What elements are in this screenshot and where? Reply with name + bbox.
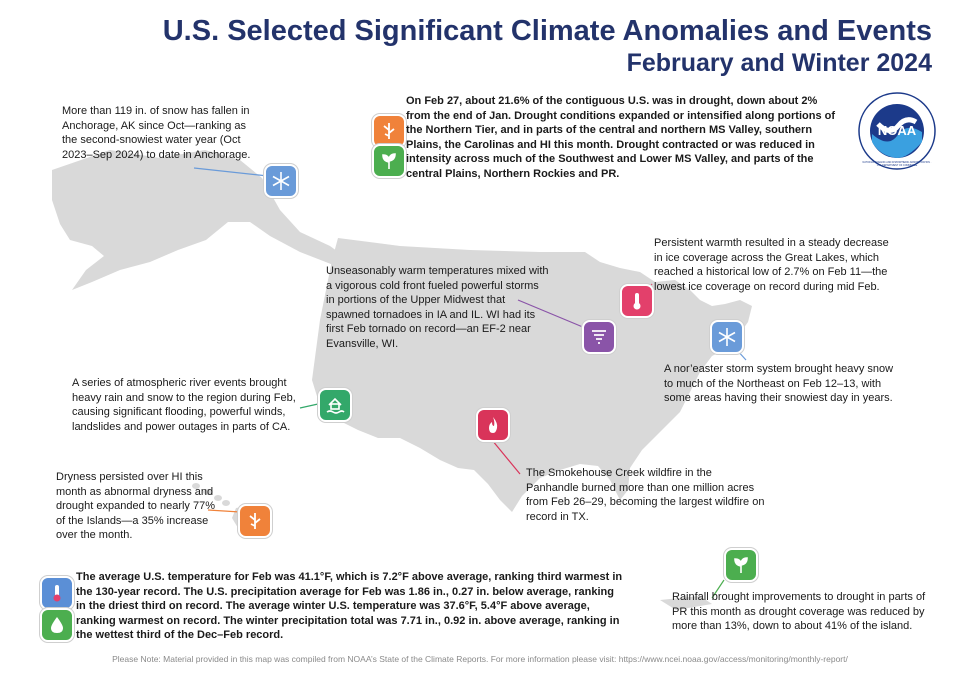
alaska-snow-text: More than 119 in. of snow has fallen in … xyxy=(62,105,251,161)
wildfire-icon xyxy=(476,408,510,442)
drought-icon xyxy=(372,114,406,148)
footnote: Please Note: Material provided in this m… xyxy=(112,654,848,664)
callout-lines xyxy=(193,167,747,599)
noreaster-text: A nor’easter storm system brought heavy … xyxy=(664,363,894,405)
drought-improvement-icon xyxy=(372,144,406,178)
drought-improvement-icon xyxy=(724,548,758,582)
great-lakes-ice-text: Persistent warmth resulted in a steady d… xyxy=(654,237,889,293)
drought-summary-text: On Feb 27, about 21.6% of the contiguous… xyxy=(406,95,835,180)
puerto-rico-text: Rainfall brought improvements to drought… xyxy=(672,591,926,633)
noaa-logo-ring-text: NATIONAL OCEANIC AND ATMOSPHERIC ADMINIS… xyxy=(862,161,932,167)
map-title: U.S. Selected Significant Climate Anomal… xyxy=(163,14,932,78)
snowflake-icon xyxy=(264,164,298,198)
hawaii-drought-text: Dryness persisted over HI this month as … xyxy=(56,471,216,542)
precipitation-icon xyxy=(40,608,74,642)
thermometer-icon xyxy=(40,576,74,610)
thermometer-icon xyxy=(620,284,654,318)
texas-wildfire-text: The Smokehouse Creek wildfire in the Pan… xyxy=(526,467,765,523)
title-main: U.S. Selected Significant Climate Anomal… xyxy=(162,15,932,47)
tornado-icon xyxy=(582,320,616,354)
title-sub: February and Winter 2024 xyxy=(626,49,932,77)
noaa-logo-text: NOAA xyxy=(877,123,917,138)
alaska-shape xyxy=(52,150,352,290)
snowflake-icon xyxy=(710,320,744,354)
puerto-rico-shape xyxy=(660,596,712,610)
national-summary-text: The average U.S. temperature for Feb was… xyxy=(76,571,623,642)
noaa-logo: NOAA NATIONAL OCEANIC AND ATMOSPHERIC AD… xyxy=(858,92,936,170)
flood-icon xyxy=(318,388,352,422)
drought-icon xyxy=(238,504,272,538)
california-flood-text: A series of atmospheric river events bro… xyxy=(72,377,296,433)
midwest-tornado-text: Unseasonably warm temperatures mixed wit… xyxy=(326,265,549,350)
